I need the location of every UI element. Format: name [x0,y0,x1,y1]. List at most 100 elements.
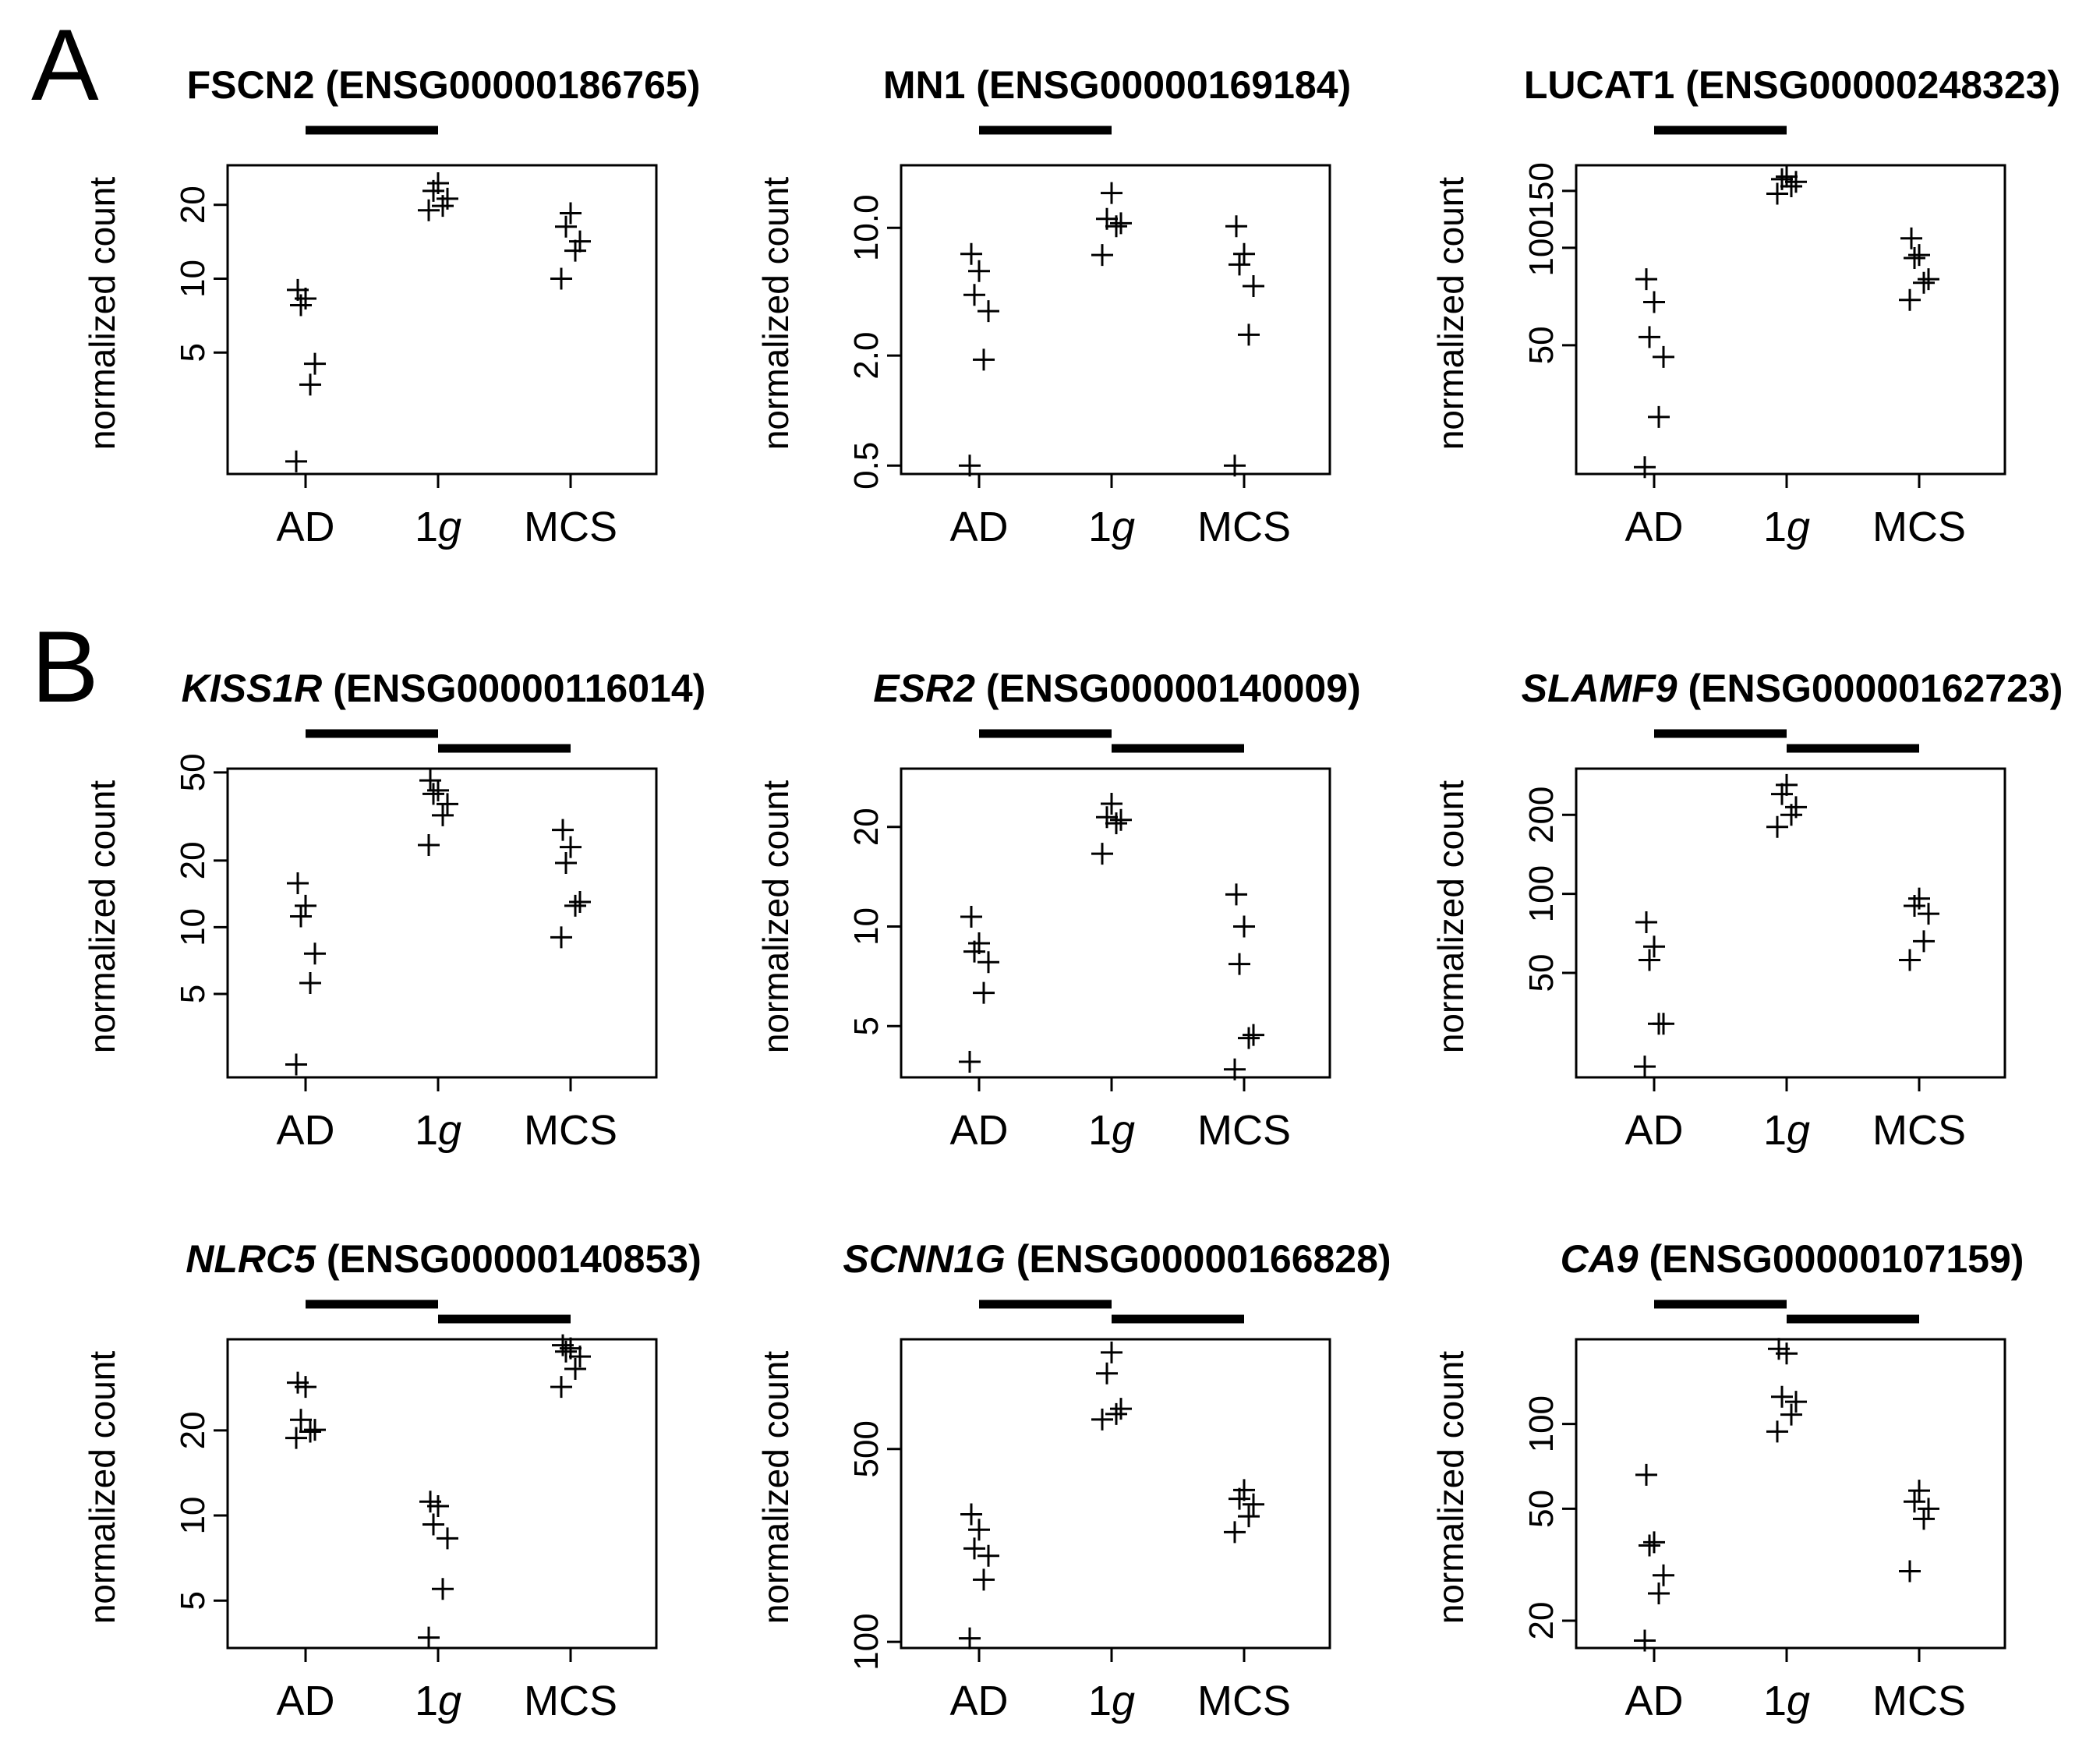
data-point [437,793,458,815]
data-point [550,1376,572,1399]
chart-title: FSCN2 (ENSG00000186765) [187,63,701,107]
plot-frame [1575,164,2006,476]
data-point [1238,1027,1260,1049]
data-point [1780,1403,1802,1426]
plot-frame [226,1338,658,1650]
data-point [1918,1498,1939,1520]
data-point [1101,1341,1122,1363]
data-point [1634,456,1656,479]
data-point [973,348,995,371]
data-point [1643,291,1665,313]
data-point [1096,806,1118,829]
y-tick-label: 500 [847,1420,886,1477]
data-point [437,187,458,210]
data-point [1785,1391,1807,1413]
data-point [978,300,999,323]
data-point [564,1357,586,1380]
data-point [564,239,586,262]
y-tick-label: 20 [174,1411,212,1449]
data-point [1243,1493,1264,1515]
y-tick-label: 20 [174,186,212,224]
x-tick-label: MCS [1197,504,1291,550]
data-point [968,1519,990,1541]
y-tick-label: 5 [174,343,212,362]
x-tick-label: 1g [1088,1107,1135,1154]
x-tick-label: MCS [524,504,617,550]
x-tick-label: MCS [524,1678,617,1724]
data-point [1635,1463,1657,1486]
data-point [1785,796,1807,819]
y-tick-label: 150 [1522,162,1561,219]
data-point [1913,1508,1935,1530]
y-axis-label: normalized count [82,1351,122,1625]
data-point [1648,405,1670,428]
chart-title: MN1 (ENSG00000169184) [883,63,1351,107]
x-tick-label: MCS [1872,504,1966,550]
y-tick-label: 200 [1522,787,1561,843]
x-tick-label: 1g [415,1678,461,1724]
data-point [290,905,312,928]
y-tick-label: 50 [1522,954,1561,992]
data-point [1768,1338,1790,1360]
x-tick-label: MCS [524,1107,617,1154]
data-point [290,1409,312,1431]
x-tick-label: AD [949,1107,1008,1154]
chart-esr2: ESR2 (ENSG00000140009) 5 10 20 normalized co… [755,667,1361,1154]
y-tick-label: 0.5 [847,442,886,490]
data-point [560,202,582,225]
data-point [560,836,582,858]
chart-title: KISS1R (ENSG00000116014) [182,667,706,710]
data-point [550,926,572,949]
data-point [1096,1362,1118,1385]
data-point [1653,1564,1674,1586]
data-point [1653,345,1674,368]
x-tick-label: AD [949,504,1008,550]
ensembl-id: (ENSG00000107159) [1639,1237,2024,1281]
x-tick-label: AD [276,1107,334,1154]
data-point [1913,930,1935,953]
y-axis-label: normalized count [1430,1351,1471,1625]
data-point [1243,275,1264,297]
data-point [1648,1583,1670,1605]
data-point [295,894,316,917]
data-point [1243,1024,1264,1046]
chart-title: SLAMF9 (ENSG00000162723) [1522,667,2063,710]
x-tick-label: 1g [415,504,461,550]
data-point [968,932,990,954]
data-point [1785,171,1807,193]
y-tick-label: 5 [174,1591,212,1610]
chart-title: LUCAT1 (ENSG00000248323) [1524,63,2060,107]
data-point [1904,1491,1925,1513]
y-tick-label: 50 [1522,1490,1561,1528]
data-point [959,454,981,477]
plot-frame [900,1338,1331,1650]
data-point [1224,1058,1246,1080]
data-point [419,769,441,792]
data-point [1908,1480,1930,1502]
y-tick-label: 50 [174,753,212,791]
data-point [978,951,999,974]
data-point [959,1627,981,1650]
data-point [299,1420,321,1443]
y-tick-label: 100 [1522,865,1561,922]
data-point [1105,1402,1127,1425]
gene-name: CA9 [1561,1237,1639,1281]
plot-frame [1575,1338,2006,1650]
ensembl-id: (ENSG00000186765) [315,63,701,107]
data-point [418,1626,440,1649]
chart-title: NLRC5 (ENSG00000140853) [186,1237,701,1281]
data-point [1091,1408,1113,1430]
x-tick-label: 1g [1763,1107,1810,1154]
data-point [959,1051,981,1073]
x-tick-label: AD [276,1678,334,1724]
data-point [973,1568,995,1591]
data-point [287,1371,309,1394]
chart-kiss1r: KISS1R (ENSG00000116014) 5 10 20 50 normalize… [82,667,705,1154]
chart-title: CA9 (ENSG00000107159) [1561,1237,2024,1281]
data-point [1101,182,1122,204]
data-point [299,971,321,994]
y-axis-label: normalized count [1430,780,1471,1054]
data-point [1908,887,1930,910]
data-point [1899,288,1921,311]
data-point [287,278,309,301]
